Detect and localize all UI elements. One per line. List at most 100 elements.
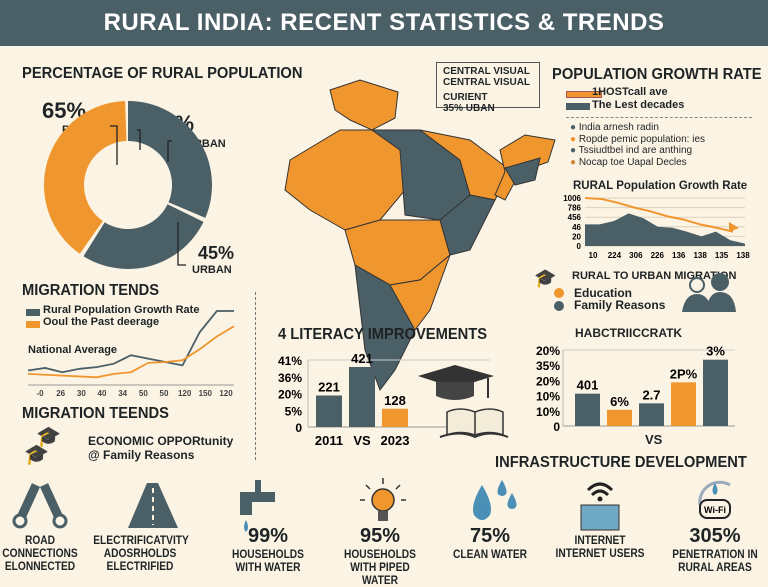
map-region-northeast-2: [504, 157, 541, 186]
legend-swatch-slate: [26, 309, 40, 316]
central-visual-line: CURIENT: [443, 92, 488, 103]
bullet-item: ● India arnesh radin: [570, 122, 659, 133]
bar: [575, 393, 600, 426]
x-tick-label: -0: [36, 389, 44, 398]
central-visual-line: CENTRAL VISUAL: [443, 66, 531, 77]
infrastructure-label: INTERNET INTERNET USERS: [555, 533, 645, 560]
map-region-south-2: [389, 253, 452, 331]
infrastructure-item: INTERNET INTERNET USERS: [545, 534, 655, 560]
line-series: [27, 310, 234, 374]
y-tick-label: 20%: [278, 388, 302, 402]
line-series: [584, 197, 734, 233]
infrastructure-label: ROAD CONNECTIONS ELONNECTED: [2, 533, 78, 573]
x-tick-label: 150: [199, 389, 213, 398]
india-map: [284, 79, 556, 392]
bar: [703, 359, 728, 426]
x-tick-label: 26: [56, 389, 65, 398]
infrastructure-value: 99%: [247, 525, 289, 547]
y-tick-label: 786: [568, 204, 582, 213]
rural-growth-chart-title: RURAL Population Growth Rate: [573, 180, 748, 192]
legend-swatch-orange: [26, 321, 40, 328]
x-tick-label: 30: [77, 389, 86, 398]
light-bulb-icon: [360, 478, 406, 521]
water-drops-icon: [473, 480, 517, 520]
y-tick-label: 5%: [285, 404, 303, 418]
legend-swatch-orange: [566, 91, 602, 98]
y-tick-label: 456: [568, 213, 582, 222]
infrastructure-heading: INFRASTRUCTURE DEVELOPMENT: [495, 454, 747, 471]
bullet-item: ● Ropde pemic population: ies: [570, 133, 706, 145]
infrastructure-label: HOUSEHOLDS WITH WATER: [232, 547, 304, 574]
y-tick-label: 0: [553, 420, 560, 434]
donut-slice-urban-2: [83, 204, 204, 270]
infrastructure-item: ELECTRIFICATVITY ADOSRHOLDS ELECTRIFIED: [85, 534, 195, 573]
divider: [566, 117, 752, 118]
y-tick-label: 35%: [536, 359, 560, 373]
line-series: [27, 325, 235, 379]
svg-text:Wi-Fi: Wi-Fi: [704, 505, 726, 515]
map-region-north: [329, 79, 399, 131]
x-tick-label: 135: [715, 251, 729, 260]
x-category-label: 2011: [315, 433, 343, 448]
arrow-icon: [729, 222, 739, 232]
infrastructure-icons: Wi-Fi: [12, 478, 731, 532]
donut-slice-urban: [128, 101, 212, 218]
wifi-icon: [580, 482, 620, 531]
wifi-badge-icon: Wi-Fi: [698, 480, 731, 519]
bar: [607, 409, 632, 426]
area-series: [585, 213, 745, 246]
bar-value-label: 2.7: [642, 387, 660, 402]
migration-tends-heading: MIGRATION TENDS: [22, 282, 160, 299]
road-connection-icon: [12, 483, 68, 529]
bullet-item: ● Tssiudtbel ind are anthing: [570, 145, 693, 156]
legend-label: Ooul the Past deerage: [43, 316, 160, 328]
central-visual-box: CENTRAL VISUAL CENTRAL VISUAL CURIENT 35…: [436, 62, 540, 114]
x-tick-label: 50: [139, 389, 148, 398]
cap-and-book-icon: [418, 365, 509, 439]
y-tick-label: 20%: [536, 374, 560, 388]
x-tick-label: 138: [693, 251, 707, 260]
road-icon: [128, 483, 178, 528]
legend-label: Rural Population Growth Rate: [43, 304, 200, 316]
bar-value-label: 3%: [706, 344, 725, 359]
x-tick-label: 10: [589, 251, 598, 260]
infrastructure-label: PENETRATION IN RURAL AREAS: [672, 547, 758, 574]
infrastructure-value: 95%: [359, 525, 401, 547]
y-tick-label: 46: [572, 223, 581, 232]
legend-label: 1HOSTcall ave: [592, 86, 668, 98]
infrastructure-item: ROAD CONNECTIONS ELONNECTED: [0, 534, 95, 573]
bar: [671, 382, 696, 426]
y-tick-label: 20%: [536, 344, 560, 358]
migration-teends-item: ECONOMIC OPPORtunity: [88, 434, 234, 448]
infrastructure-item: 95% HOUSEHOLDS WITH PIPED WATER: [325, 525, 435, 587]
graduation-cap-icon: 🎓: [36, 426, 61, 448]
bar-value-label: 128: [384, 393, 406, 408]
infrastructure-value: 305%: [689, 525, 741, 547]
rural-population-heading: PERCENTAGE OF RURAL POPULATION: [22, 65, 303, 82]
migration-teends-heading: MIGRATION TEENDS: [22, 405, 169, 422]
play-icon: [554, 288, 564, 298]
y-tick-label: 10%: [536, 390, 560, 404]
infrastructure-value: 75%: [469, 525, 511, 547]
central-visual-line: 35% UBAN: [443, 103, 495, 114]
literacy-bar-chart: 41% 36% 20% 5% 0 221 2011 421 VS 128 2023: [278, 351, 490, 448]
x-tick-label: 226: [651, 251, 665, 260]
bar-value-label: 421: [351, 351, 373, 366]
bar: [349, 366, 375, 427]
y-tick-label: 10%: [536, 405, 560, 419]
page-title: RURAL INDIA: RECENT STATISTICS & TRENDS: [0, 0, 768, 46]
x-category-label: VS: [353, 433, 371, 448]
migration-item: Family Reasons: [574, 298, 666, 312]
map-region-west: [284, 129, 406, 231]
bar-chart-2-title: HABCTRIICCRATK: [575, 326, 683, 340]
y-tick-label: 20: [572, 232, 581, 241]
migration-line-chart: -0 26 30 40 34 50 50 120 150 120: [27, 310, 235, 398]
x-tick-label: 120: [178, 389, 192, 398]
growth-heading: POPULATION GROWTH RATE: [552, 66, 762, 83]
play-icon: [554, 301, 564, 311]
x-category-label: 2023: [381, 433, 410, 448]
bar: [316, 395, 342, 427]
y-tick-label: 41%: [278, 354, 302, 368]
